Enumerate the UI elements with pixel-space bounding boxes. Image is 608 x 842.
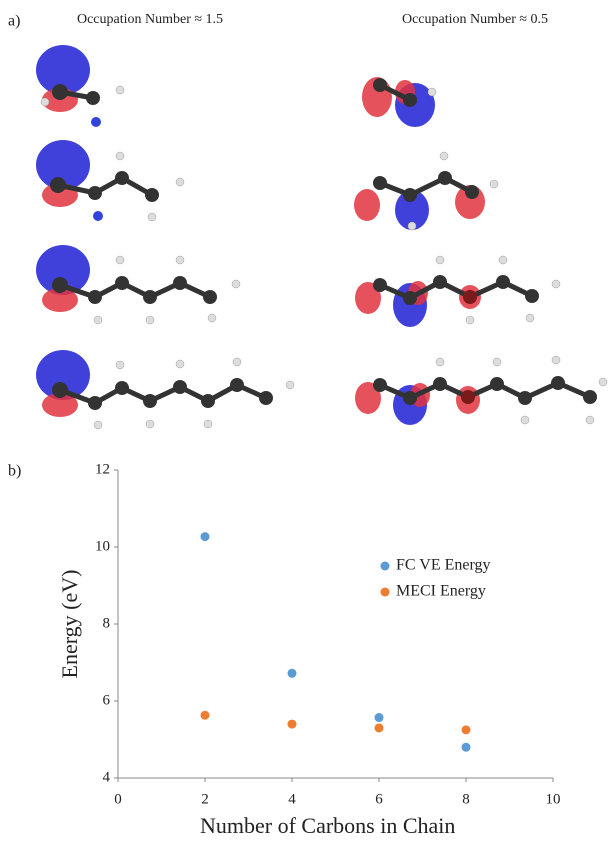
x-tick-label: 6 (375, 791, 383, 807)
data-point (375, 713, 384, 722)
y-tick-label: 12 (95, 461, 110, 477)
y-tick-label: 6 (103, 692, 111, 708)
data-point (462, 725, 471, 734)
y-tick-label: 4 (103, 769, 111, 785)
molecule-illustrations (36, 45, 607, 429)
legend-label: MECI Energy (396, 583, 486, 600)
figure: a) Occupation Number ≈ 1.5 Occupation Nu… (0, 0, 608, 842)
data-point (375, 723, 384, 732)
x-axis-label: Number of Carbons in Chain (200, 813, 455, 838)
panel-label: b) (8, 463, 21, 480)
data-point (462, 743, 471, 752)
column-title: Occupation Number ≈ 0.5 (402, 12, 548, 27)
x-tick-label: 8 (462, 791, 470, 807)
data-point (288, 720, 297, 729)
x-tick-label: 4 (288, 791, 296, 807)
y-tick-label: 8 (103, 615, 111, 631)
x-tick-label: 2 (201, 791, 209, 807)
x-tick-label: 10 (546, 791, 561, 807)
panel-label: a) (8, 13, 20, 30)
x-tick-label: 0 (114, 791, 122, 807)
legend-marker (381, 562, 390, 571)
data-point (201, 711, 210, 720)
data-point (288, 669, 297, 678)
y-tick-label: 10 (95, 538, 110, 554)
y-axis-label: Energy (eV) (57, 570, 82, 679)
legend-label: FC VE Energy (396, 557, 491, 574)
data-point (201, 532, 210, 541)
column-title: Occupation Number ≈ 1.5 (77, 12, 223, 27)
legend-marker (381, 588, 390, 597)
